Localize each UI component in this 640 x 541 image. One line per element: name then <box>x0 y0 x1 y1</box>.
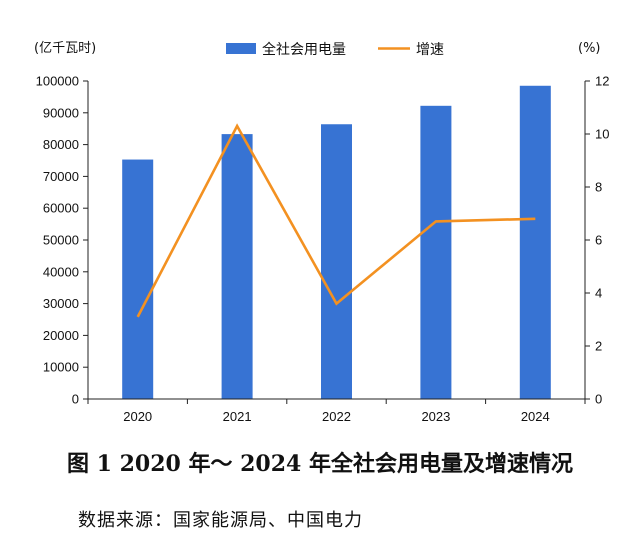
left-tick-label: 30000 <box>43 296 79 311</box>
bar-2020 <box>122 159 154 399</box>
left-tick-label: 20000 <box>43 328 79 343</box>
line-series <box>136 123 536 318</box>
combo-chart: 全社会用电量 增速 (亿千瓦时) (%) 0 10000 20000 30000 4000… <box>34 41 610 425</box>
legend-label-line: 增速 <box>416 42 444 58</box>
axes: 0 10000 20000 30000 40000 50000 60000 70000 8000… <box>36 74 610 425</box>
right-axis-unit: (%) <box>578 41 601 56</box>
x-tick-label: 2022 <box>322 409 351 424</box>
bar-2023 <box>420 105 452 399</box>
x-tick-label: 2023 <box>421 409 450 424</box>
bar-2024 <box>519 85 551 400</box>
left-tick-label: 10000 <box>43 360 79 375</box>
left-tick-label: 70000 <box>43 169 79 184</box>
left-tick-label: 90000 <box>43 105 79 120</box>
bar-series <box>122 85 551 400</box>
figure-caption: 图 1 2020 年～ 2024 年全社会用电量及增速情况 <box>66 451 574 477</box>
left-tick-label: 0 <box>72 392 79 407</box>
right-tick-label: 4 <box>595 286 602 301</box>
left-tick-label: 80000 <box>43 137 79 152</box>
x-tick-label: 2021 <box>223 409 252 424</box>
legend-swatch-bar <box>226 43 256 54</box>
right-tick-label: 10 <box>595 127 609 142</box>
right-tick-label: 6 <box>595 233 602 248</box>
x-tick-label: 2024 <box>521 409 550 424</box>
bar-2021 <box>221 134 253 399</box>
right-tick-label: 8 <box>595 180 602 195</box>
left-tick-label: 100000 <box>36 74 79 89</box>
legend: 全社会用电量 增速 <box>226 41 444 58</box>
bar-2022 <box>321 124 352 400</box>
left-tick-label: 40000 <box>43 264 79 279</box>
legend-label-bar: 全社会用电量 <box>262 41 346 58</box>
right-tick-label: 0 <box>595 392 602 407</box>
right-tick-label: 12 <box>595 74 609 89</box>
left-tick-label: 60000 <box>43 201 79 216</box>
left-tick-label: 50000 <box>43 233 79 248</box>
left-axis-unit: (亿千瓦时) <box>34 41 96 56</box>
data-source: 数据来源：国家能源局、中国电力 <box>78 510 363 531</box>
right-tick-label: 2 <box>595 339 602 354</box>
x-tick-label: 2020 <box>123 409 152 424</box>
